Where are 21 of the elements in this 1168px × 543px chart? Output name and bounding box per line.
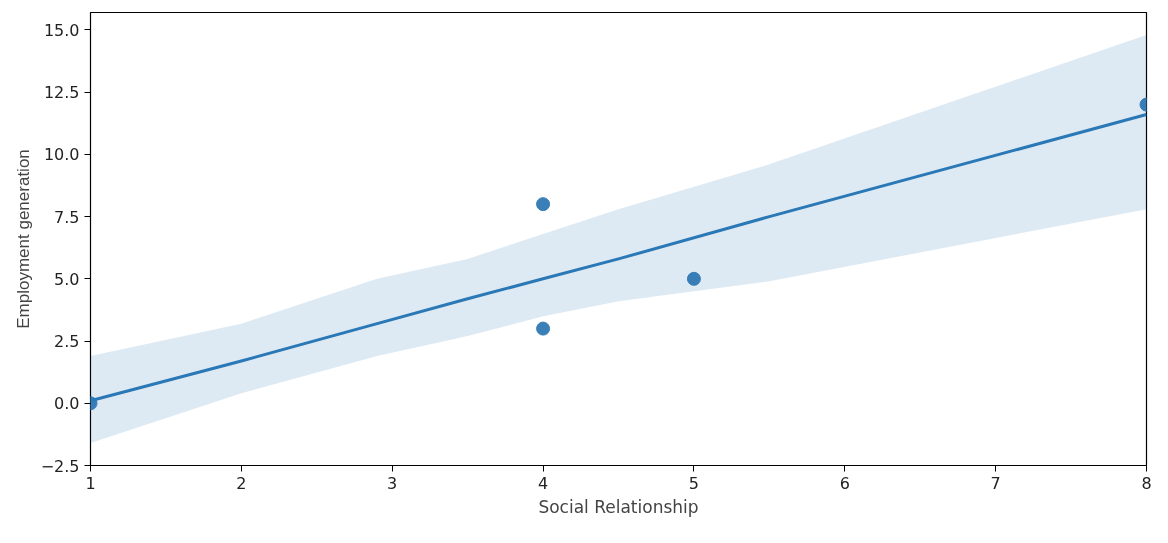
x-tick-label: 2 bbox=[236, 473, 247, 493]
y-tick-label: 15.0 bbox=[43, 20, 80, 40]
y-tick-label: 5.0 bbox=[54, 269, 80, 289]
point bbox=[536, 321, 551, 336]
point bbox=[536, 197, 551, 212]
x-tick-label: 4 bbox=[537, 473, 549, 493]
y-axis-title: Employment generation bbox=[13, 149, 33, 329]
x-axis-title: Social Relationship bbox=[538, 496, 699, 517]
y-tick-label: 2.5 bbox=[54, 332, 80, 352]
y-tick-label: 12.5 bbox=[43, 83, 80, 103]
y-tick-label: 0.0 bbox=[54, 394, 80, 414]
y-tick-label: 7.5 bbox=[54, 207, 80, 227]
x-tick-label: 6 bbox=[839, 473, 850, 493]
x-tick-label: 1 bbox=[85, 473, 96, 493]
x-tick-label: 3 bbox=[387, 473, 398, 493]
x-tick-label: 5 bbox=[688, 473, 700, 493]
y-tick-label: −2.5 bbox=[40, 456, 80, 476]
x-tick-label: 7 bbox=[990, 473, 1001, 493]
y-tick-label: 10.0 bbox=[43, 145, 80, 165]
x-tick-label: 8 bbox=[1141, 473, 1152, 493]
point bbox=[686, 271, 701, 286]
